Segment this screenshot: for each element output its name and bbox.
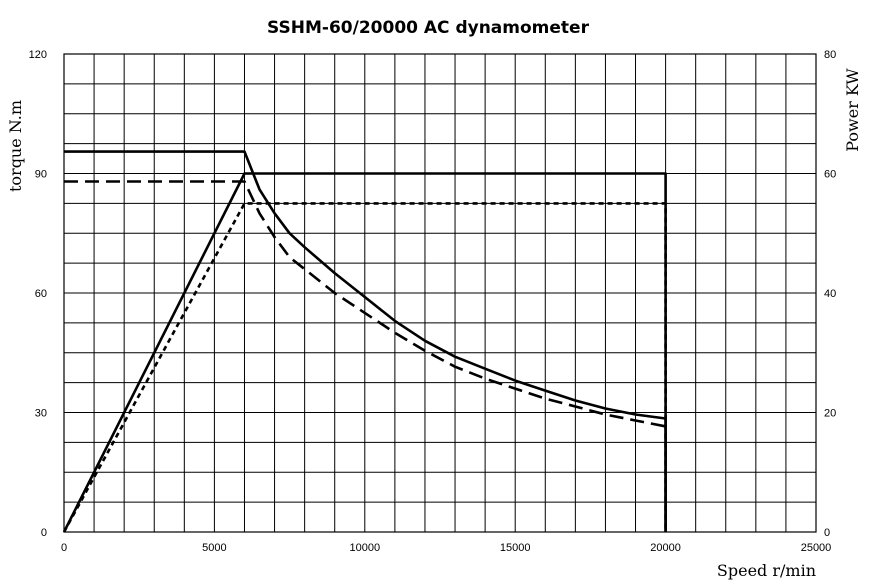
y-left-tick-label: 90	[35, 169, 47, 181]
y-right-tick-label: 40	[824, 288, 836, 300]
series-line-right-short-dashed	[62, 202, 667, 533]
series-line-left-dashed	[64, 180, 666, 428]
y-right-tick-label: 20	[824, 408, 836, 420]
y-left-tick-label: 60	[35, 288, 47, 300]
grid	[64, 54, 816, 532]
y-left-tick-label: 0	[41, 527, 47, 539]
y-right-tick-label: 60	[824, 169, 836, 181]
x-tick-label: 10000	[350, 542, 381, 554]
y-right-tick-labels: 0 20 40 60 80	[824, 49, 836, 539]
x-tick-label: 5000	[202, 542, 226, 554]
plot-frame	[63, 53, 817, 533]
x-tick-label: 0	[61, 542, 67, 554]
y-left-tick-label: 120	[29, 49, 47, 61]
x-tick-label: 20000	[650, 542, 681, 554]
chart-title: SSHM-60/20000 AC dynamometer	[267, 18, 590, 38]
y-left-tick-labels: 0 30 60 90 120	[29, 49, 47, 539]
y-right-tick-label: 80	[824, 49, 836, 61]
x-tick-label: 25000	[801, 542, 832, 554]
y-right-axis-label: Power KW	[843, 68, 862, 152]
x-tick-labels: 0 5000 10000 15000 20000 25000	[61, 542, 831, 554]
series-group	[62, 150, 667, 533]
series-line-left-solid	[64, 150, 667, 532]
y-left-tick-label: 30	[35, 408, 47, 420]
y-left-axis-label: torque N.m	[6, 100, 25, 192]
y-right-tick-label: 0	[824, 527, 830, 539]
x-axis-label: Speed r/min	[717, 561, 816, 580]
x-tick-label: 15000	[500, 542, 531, 554]
